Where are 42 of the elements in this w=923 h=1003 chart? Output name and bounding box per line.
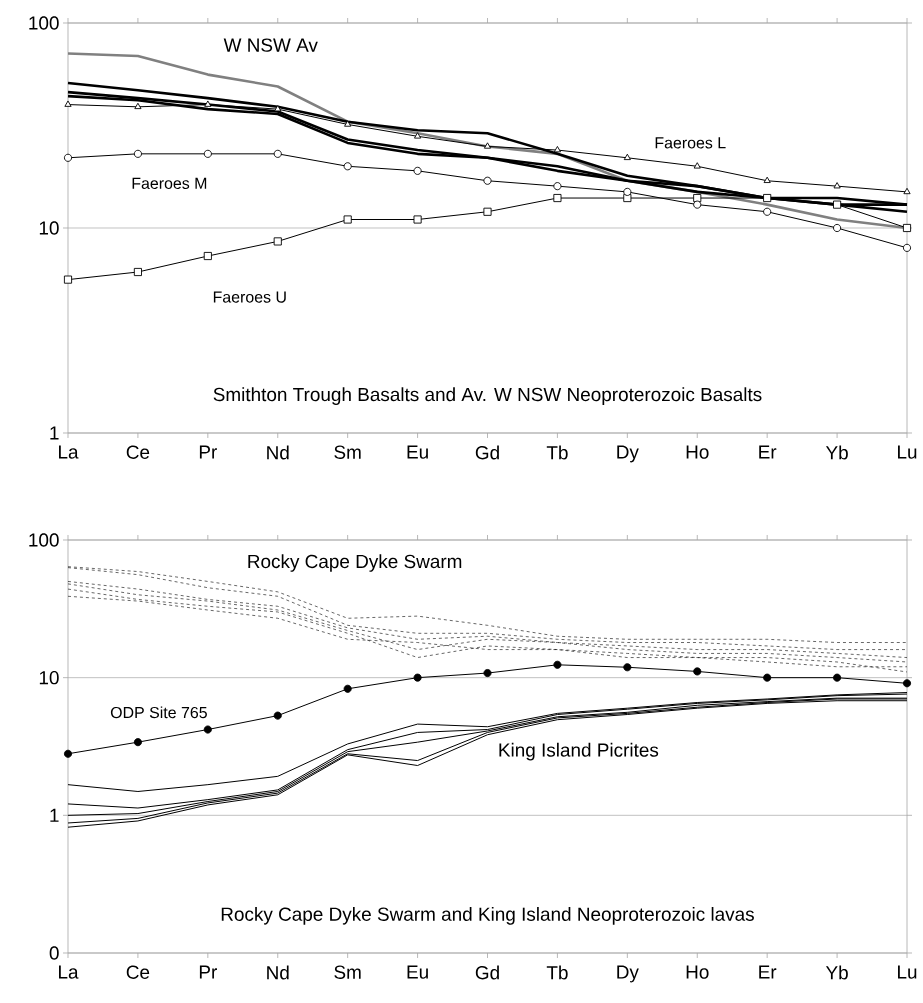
series-label: King Island Picrites: [499, 742, 659, 761]
series-label: Rocky Cape Dyke Swarm: [248, 554, 462, 572]
x-tick-label: La: [59, 445, 79, 459]
x-tick-label: Er: [759, 965, 777, 979]
x-tick-label: Lu: [898, 445, 917, 459]
series-label: W NSW Av: [223, 38, 318, 52]
x-tick-label: Lu: [898, 965, 917, 979]
x-tick-label: Pr: [199, 965, 217, 979]
x-tick-label: Sm: [334, 965, 361, 979]
y-tick-label: 10: [39, 221, 59, 235]
x-tick-label: Tb: [546, 965, 568, 980]
x-tick-label: Ce: [126, 965, 150, 979]
x-tick-label: Dy: [617, 445, 639, 463]
series-label: ODP Site 765: [110, 706, 207, 719]
x-tick-label: Pr: [199, 445, 217, 459]
x-tick-label: Nd: [267, 445, 289, 460]
x-tick-label: Gd: [475, 965, 499, 980]
x-tick-label: Ho: [686, 445, 709, 459]
series-label: Faeroes M: [132, 177, 207, 189]
x-tick-label: Dy: [617, 965, 639, 983]
x-tick-label: Yb: [825, 445, 848, 460]
text: Faeroes U: [213, 291, 286, 303]
x-tick-label: Ho: [686, 965, 709, 979]
text: Rocky Cape Dyke Swarm and King Island Neoproterozoic lavas: [221, 907, 754, 925]
x-tick-label: Nd: [267, 965, 289, 980]
y-tick-label: 0: [49, 946, 59, 960]
x-tick-label: Eu: [407, 965, 428, 979]
x-tick-label: La: [59, 965, 79, 979]
series-label: Faeroes L: [655, 137, 726, 149]
text: Smithton Trough Basalts and Av. W NSW Neoproterozoic Basalts: [213, 387, 762, 405]
x-tick-label: Er: [759, 445, 777, 459]
y-tick-label: 10: [39, 670, 59, 685]
x-tick-label: Yb: [825, 965, 848, 980]
y-tick-label: 100: [29, 16, 59, 30]
y-tick-label: 1: [50, 426, 59, 440]
x-tick-label: Tb: [546, 445, 568, 460]
x-tick-label: Sm: [334, 445, 361, 459]
x-tick-label: Gd: [475, 445, 499, 460]
x-tick-label: Eu: [407, 445, 428, 459]
y-tick-label: 1: [50, 808, 59, 822]
x-tick-label: Ce: [126, 445, 150, 459]
y-tick-label: 100: [29, 533, 59, 547]
